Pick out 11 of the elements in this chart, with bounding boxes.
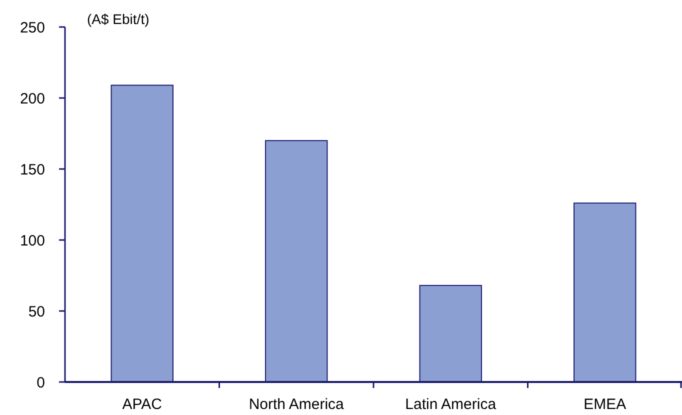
y-tick-label: 50 (28, 303, 45, 320)
y-tick-label: 200 (20, 90, 45, 108)
x-tick-label: Latin America (405, 396, 497, 413)
y-tick-label: 250 (20, 19, 45, 36)
y-tick-label: 0 (36, 374, 45, 392)
x-tick-label: North America (248, 396, 345, 413)
y-tick-label: 100 (20, 232, 45, 250)
x-tick-label: EMEA (584, 396, 626, 413)
x-tick-label: APAC (122, 396, 162, 413)
y-tick-label: 150 (20, 161, 45, 178)
y-axis-title: (A$ Ebit/t) (87, 11, 150, 27)
